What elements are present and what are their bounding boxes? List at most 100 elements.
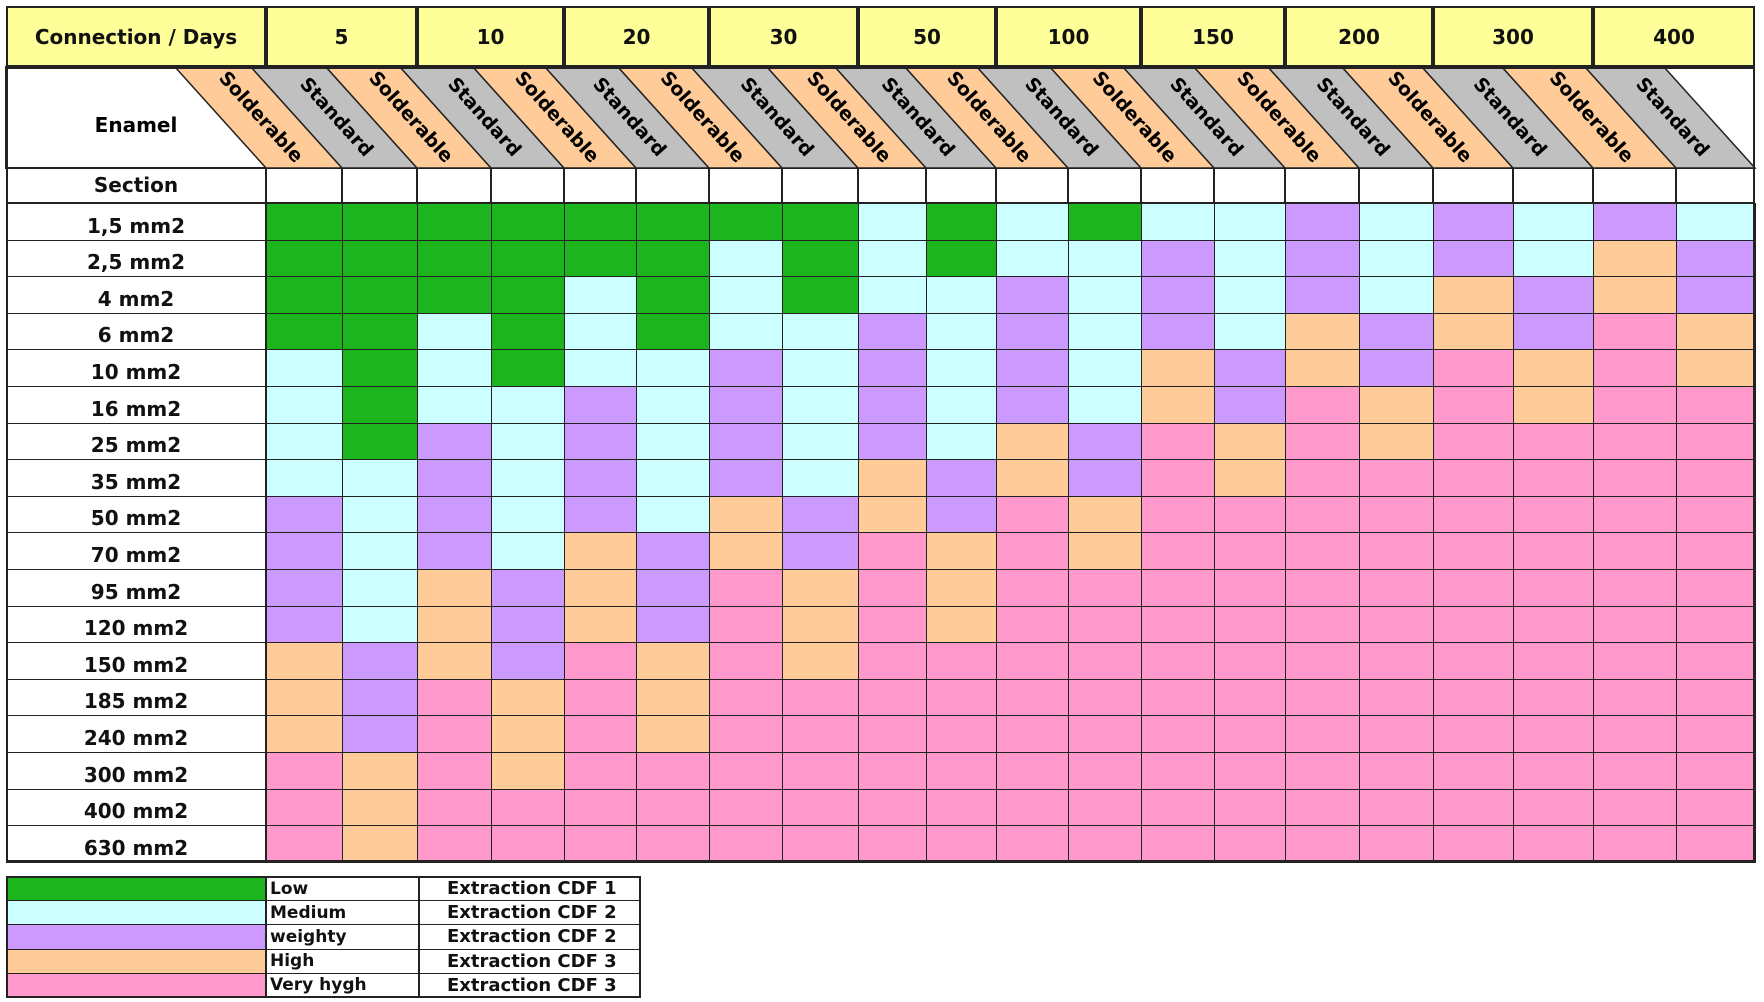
matrix-cell — [342, 752, 418, 790]
matrix-cell — [491, 239, 565, 278]
matrix-cell — [417, 605, 492, 644]
matrix-cell — [266, 495, 343, 534]
section-row-label: 4 mm2 — [6, 276, 266, 314]
matrix-cell — [417, 422, 492, 461]
matrix-cell — [266, 276, 343, 314]
matrix-cell — [1593, 605, 1677, 644]
day-header-50: 50 — [858, 6, 996, 67]
section-row-label: 25 mm2 — [6, 422, 266, 461]
matrix-cell — [1141, 605, 1215, 644]
matrix-cell — [1285, 312, 1360, 351]
matrix-cell — [1513, 386, 1594, 424]
matrix-cell — [996, 386, 1069, 424]
matrix-cell — [491, 312, 565, 351]
matrix-cell — [1068, 276, 1142, 314]
matrix-cell — [782, 569, 859, 607]
matrix-cell — [1433, 715, 1514, 753]
section-header-cell — [858, 168, 926, 203]
matrix-cell — [1214, 203, 1286, 241]
matrix-cell — [266, 642, 343, 680]
matrix-cell — [342, 312, 418, 351]
matrix-cell — [926, 605, 997, 644]
matrix-cell — [1359, 642, 1434, 680]
matrix-cell — [858, 752, 927, 790]
matrix-cell — [1513, 239, 1594, 278]
section-header-cell — [926, 168, 996, 203]
matrix-cell — [1285, 642, 1360, 680]
matrix-cell — [636, 788, 710, 827]
matrix-cell — [709, 386, 783, 424]
matrix-cell — [417, 203, 492, 241]
section-header-cell — [266, 168, 342, 203]
matrix-cell — [491, 569, 565, 607]
matrix-cell — [1285, 459, 1360, 497]
matrix-cell — [1285, 752, 1360, 790]
section-header-cell — [709, 168, 782, 203]
matrix-cell — [1214, 349, 1286, 387]
matrix-cell — [636, 349, 710, 387]
matrix-cell — [1068, 642, 1142, 680]
matrix-cell — [342, 642, 418, 680]
matrix-cell — [1285, 276, 1360, 314]
legend-cdf: Extraction CDF 1 — [419, 876, 641, 902]
matrix-cell — [1141, 422, 1215, 461]
section-row-label: 16 mm2 — [6, 386, 266, 424]
matrix-cell — [491, 715, 565, 753]
matrix-cell — [1214, 422, 1286, 461]
matrix-cell — [564, 459, 637, 497]
matrix-cell — [491, 605, 565, 644]
matrix-cell — [782, 276, 859, 314]
matrix-cell — [1593, 715, 1677, 753]
matrix-cell — [1676, 678, 1756, 717]
matrix-cell — [1214, 605, 1286, 644]
matrix-cell — [266, 239, 343, 278]
matrix-cell — [858, 605, 927, 644]
matrix-cell — [1676, 203, 1756, 241]
matrix-cell — [491, 788, 565, 827]
matrix-cell — [1513, 532, 1594, 570]
matrix-cell — [1676, 788, 1756, 827]
matrix-cell — [782, 825, 859, 863]
section-header-cell — [996, 168, 1068, 203]
matrix-cell — [342, 532, 418, 570]
matrix-cell — [1513, 495, 1594, 534]
matrix-cell — [926, 203, 997, 241]
matrix-cell — [491, 495, 565, 534]
matrix-cell — [1593, 349, 1677, 387]
legend-label: weighty — [266, 924, 419, 950]
matrix-cell — [996, 752, 1069, 790]
section-header-cell — [1068, 168, 1141, 203]
matrix-cell — [1433, 752, 1514, 790]
matrix-cell — [1068, 788, 1142, 827]
section-header-cell — [782, 168, 858, 203]
matrix-cell — [1141, 312, 1215, 351]
matrix-cell — [1593, 203, 1677, 241]
legend-swatch — [6, 876, 266, 902]
matrix-cell — [342, 569, 418, 607]
day-header-100: 100 — [996, 6, 1141, 67]
matrix-cell — [858, 532, 927, 570]
matrix-cell — [1676, 386, 1756, 424]
matrix-cell — [858, 312, 927, 351]
matrix-cell — [417, 715, 492, 753]
matrix-cell — [636, 422, 710, 461]
section-row-label: 185 mm2 — [6, 678, 266, 717]
matrix-cell — [1513, 788, 1594, 827]
matrix-cell — [858, 495, 927, 534]
day-header-200: 200 — [1285, 6, 1433, 67]
matrix-cell — [1141, 752, 1215, 790]
matrix-cell — [1359, 459, 1434, 497]
matrix-cell — [1141, 715, 1215, 753]
matrix-cell — [417, 495, 492, 534]
matrix-cell — [1285, 605, 1360, 644]
matrix-cell — [564, 642, 637, 680]
matrix-cell — [1433, 349, 1514, 387]
matrix-cell — [1433, 825, 1514, 863]
matrix-cell — [996, 569, 1069, 607]
matrix-cell — [926, 276, 997, 314]
matrix-cell — [996, 276, 1069, 314]
matrix-cell — [996, 825, 1069, 863]
matrix-cell — [1433, 203, 1514, 241]
matrix-cell — [858, 678, 927, 717]
matrix-cell — [996, 459, 1069, 497]
